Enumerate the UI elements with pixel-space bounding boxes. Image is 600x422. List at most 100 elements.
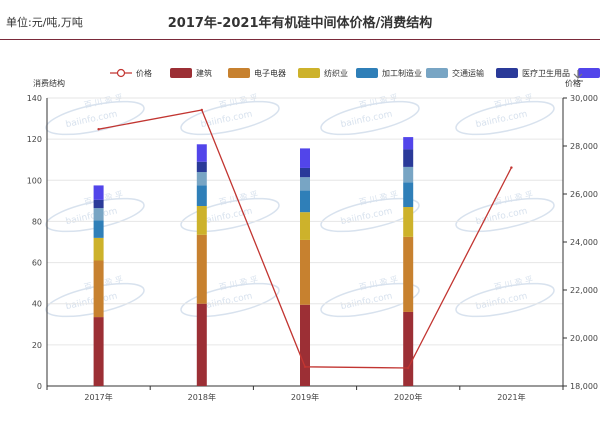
bar-segment[interactable] [403, 311, 414, 386]
bar-segment[interactable] [403, 137, 414, 150]
legend-item[interactable]: 其它 [578, 68, 600, 78]
bar-segment[interactable] [300, 148, 310, 168]
bar-segment[interactable] [403, 182, 414, 208]
legend-label: 价格 [136, 68, 152, 78]
bar-segment[interactable] [93, 199, 104, 209]
right-tick-label: 20,000 [570, 334, 598, 343]
title-divider [0, 39, 600, 40]
legend-label: 电子电器 [254, 68, 286, 78]
legend-item[interactable]: 交通运输 [426, 68, 484, 78]
bar-segment[interactable] [300, 190, 310, 213]
bar-segment[interactable] [300, 212, 310, 240]
bar-segment[interactable] [196, 161, 207, 173]
x-tick-label: 2017年 [84, 392, 112, 402]
price-line-series [97, 108, 513, 370]
right-tick-label: 22,000 [570, 286, 598, 295]
bar-segment[interactable] [93, 237, 104, 261]
bar-segment[interactable] [403, 207, 414, 237]
left-tick-label: 80 [32, 217, 42, 226]
bar-segment[interactable] [403, 166, 414, 183]
price-point [407, 366, 410, 370]
bar-segment[interactable] [93, 317, 104, 386]
bar-segment[interactable] [93, 220, 104, 238]
price-point [200, 108, 203, 112]
legend-item[interactable]: 加工制造业 [356, 68, 422, 78]
unit-label: 单位:元/吨,万吨 [6, 16, 83, 29]
watermark-text-cn: 百 川 盈 孚 [218, 274, 259, 292]
right-tick-label: 18,000 [570, 382, 598, 391]
legend-swatch [578, 68, 600, 78]
left-tick-label: 120 [27, 135, 42, 144]
right-axis-title: 价格 [565, 78, 581, 88]
bar-segment[interactable] [196, 144, 207, 162]
legend-line-marker [116, 68, 126, 78]
right-tick-label: 30,000 [570, 94, 598, 103]
bar-segment[interactable] [196, 206, 207, 235]
left-axis-title: 消费结构 [33, 78, 65, 88]
right-tick-label: 26,000 [570, 190, 598, 199]
bar-segment[interactable] [403, 236, 414, 312]
watermark-ellipse [320, 282, 420, 318]
left-tick-label: 60 [32, 259, 42, 268]
watermark-text-cn: 百 川 盈 孚 [83, 92, 124, 110]
watermark-ellipse [180, 282, 280, 318]
left-tick-label: 20 [32, 341, 42, 350]
legend-swatch [496, 68, 518, 78]
watermark-text-cn: 百 川 盈 孚 [493, 274, 534, 292]
bar-segment[interactable] [93, 260, 104, 318]
bar-segment[interactable] [300, 239, 310, 305]
bar-segment[interactable] [403, 149, 414, 167]
watermark-text-cn: 百 川 盈 孚 [218, 92, 259, 110]
watermark-ellipse [455, 282, 555, 318]
legend-item[interactable]: 纺织业 [298, 68, 348, 78]
left-tick-label: 0 [37, 382, 42, 391]
bar-segment[interactable] [196, 303, 207, 386]
legend-swatch [356, 68, 378, 78]
legend-swatch [228, 68, 250, 78]
legend-label: 建筑 [196, 68, 212, 78]
chart-title: 2017年-2021年有机硅中间体价格/消费结构 [167, 16, 433, 31]
price-point [303, 365, 307, 368]
bar-series [93, 137, 414, 386]
right-tick-label: 28,000 [570, 142, 598, 151]
bar-segment[interactable] [196, 172, 207, 186]
legend-swatch [426, 68, 448, 78]
watermark-ellipse [455, 100, 555, 136]
left-tick-label: 40 [32, 300, 42, 309]
bar-segment[interactable] [93, 185, 104, 200]
watermark-ellipse [455, 197, 555, 233]
legend-label: 交通运输 [452, 68, 484, 78]
legend-item[interactable]: 医疗卫生用品 [496, 68, 570, 78]
x-tick-label: 2021年 [497, 392, 525, 402]
watermark-ellipse [45, 100, 145, 136]
legend-item[interactable]: 电子电器 [228, 68, 286, 78]
bar-segment[interactable] [300, 304, 310, 386]
legend-swatch [170, 68, 192, 78]
legend-label: 医疗卫生用品 [522, 68, 570, 78]
watermark-text-cn: 百 川 盈 孚 [493, 92, 534, 110]
download-icon[interactable] [573, 70, 583, 82]
watermark-text-cn: 百 川 盈 孚 [358, 189, 399, 207]
legend-item[interactable]: 价格 [110, 68, 152, 78]
price-point [510, 166, 513, 169]
bar-segment[interactable] [196, 234, 207, 304]
left-tick-label: 140 [27, 94, 42, 103]
right-tick-label: 24,000 [570, 238, 598, 247]
legend: 价格 建筑 电子电器 纺织业 加工制造业 交通运输 医疗卫生用品其它 [110, 68, 600, 78]
watermark-ellipse [180, 197, 280, 233]
x-tick-label: 2019年 [291, 392, 319, 402]
watermark-text-cn: 百 川 盈 孚 [358, 92, 399, 110]
bar-segment[interactable] [300, 177, 310, 191]
bar-segment[interactable] [300, 167, 310, 178]
bar-segment[interactable] [196, 185, 207, 206]
bar-segment[interactable] [93, 208, 104, 221]
legend-item[interactable]: 建筑 [170, 68, 212, 78]
legend-swatch [298, 68, 320, 78]
watermark-text-cn: 百 川 盈 孚 [358, 274, 399, 292]
watermark-ellipse [180, 100, 280, 136]
axes: 0 20 40 60 80 100 120 140 18,000 20,000 22,000 24,0… [27, 78, 598, 402]
watermark-text-cn: 百 川 盈 孚 [218, 189, 259, 207]
legend-label: 加工制造业 [382, 68, 422, 78]
watermark-ellipse [320, 197, 420, 233]
